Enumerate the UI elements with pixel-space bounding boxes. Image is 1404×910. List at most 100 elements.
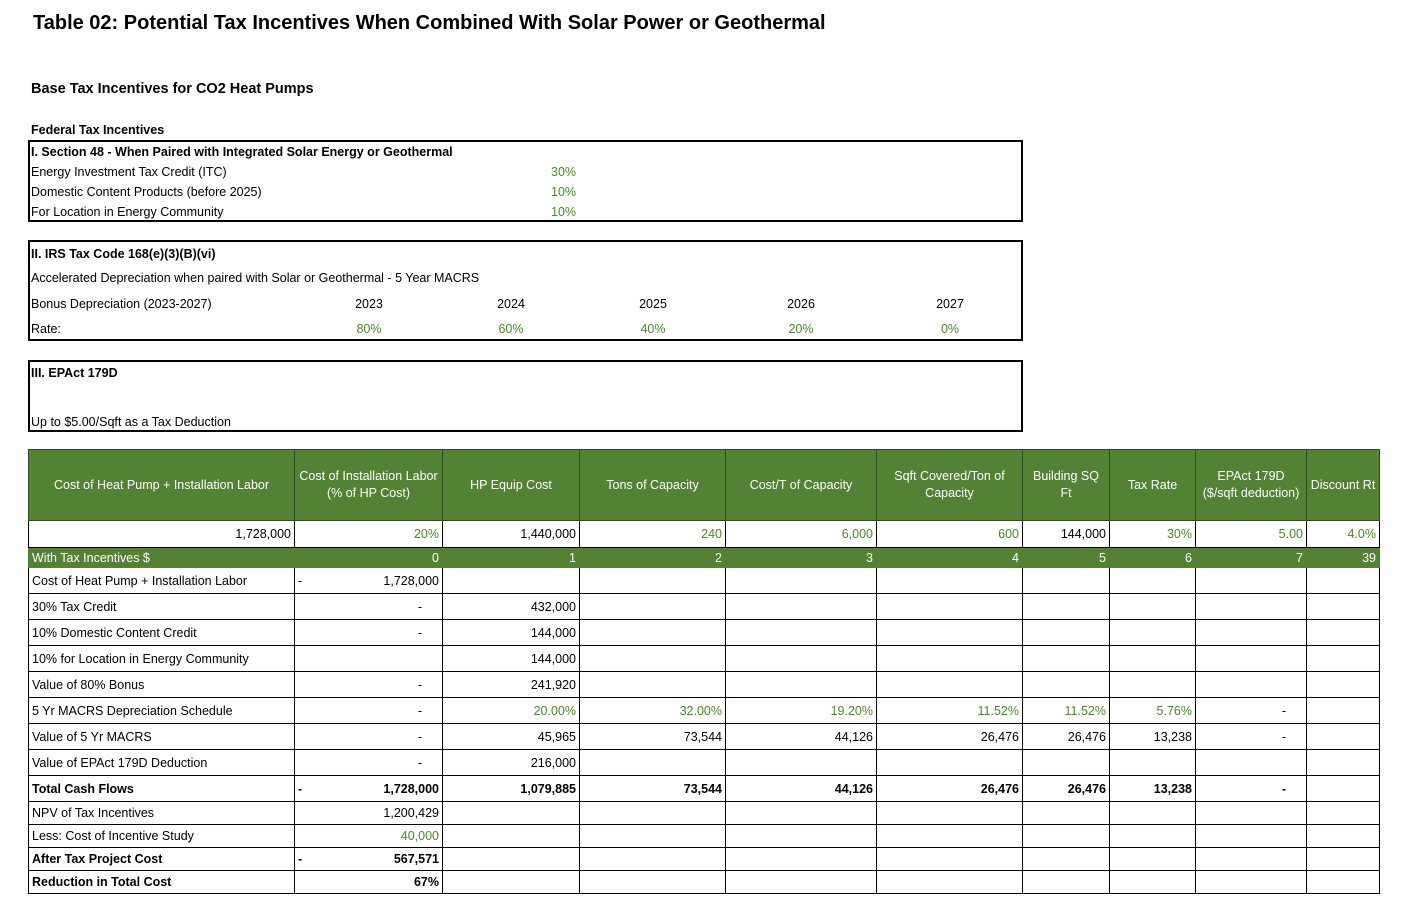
table-cell[interactable] (876, 567, 1023, 594)
table-cell[interactable] (1109, 593, 1196, 620)
table-cell[interactable]: 73,544 (579, 775, 726, 802)
table-cell[interactable] (1109, 824, 1196, 848)
table-cell[interactable] (1195, 870, 1307, 894)
table-cell[interactable] (1195, 671, 1307, 698)
table-cell[interactable]: 216,000 (442, 749, 580, 776)
table-cell[interactable] (1195, 824, 1307, 848)
table-cell[interactable]: 20.00% (442, 697, 580, 724)
table-cell[interactable]: -567,571 (294, 847, 443, 871)
table-cell[interactable] (1306, 801, 1380, 825)
table-cell[interactable]: - (294, 697, 443, 724)
table-cell[interactable]: 144,000 (442, 645, 580, 672)
table-cell[interactable] (1306, 567, 1380, 594)
table-cell[interactable] (1306, 619, 1380, 646)
table-cell[interactable] (725, 645, 877, 672)
table-cell[interactable]: 40,000 (294, 824, 443, 848)
table-cell[interactable] (876, 870, 1023, 894)
table-cell[interactable] (1109, 619, 1196, 646)
table-cell[interactable] (579, 870, 726, 894)
table-cell[interactable] (1109, 749, 1196, 776)
input-cell[interactable]: 600 (876, 520, 1023, 548)
table-cell[interactable] (579, 847, 726, 871)
input-cell[interactable]: 20% (294, 520, 443, 548)
table-cell[interactable] (1109, 870, 1196, 894)
input-cell[interactable]: 1,728,000 (28, 520, 295, 548)
table-cell[interactable] (725, 593, 877, 620)
input-cell[interactable]: 5.00 (1195, 520, 1307, 548)
table-cell[interactable]: 1,079,885 (442, 775, 580, 802)
table-cell[interactable]: 26,476 (876, 723, 1023, 750)
table-cell[interactable]: - (1195, 723, 1307, 750)
table-cell[interactable] (1109, 801, 1196, 825)
table-cell[interactable] (1306, 824, 1380, 848)
table-cell[interactable] (1109, 671, 1196, 698)
table-cell[interactable]: 67% (294, 870, 443, 894)
table-cell[interactable] (579, 567, 726, 594)
table-cell[interactable] (1306, 749, 1380, 776)
table-cell[interactable] (1195, 593, 1307, 620)
table-cell[interactable] (876, 824, 1023, 848)
table-cell[interactable] (1195, 619, 1307, 646)
table-cell[interactable] (442, 870, 580, 894)
table-cell[interactable] (442, 847, 580, 871)
table-cell[interactable] (442, 801, 580, 825)
table-cell[interactable] (1306, 645, 1380, 672)
table-cell[interactable] (1306, 671, 1380, 698)
table-cell[interactable] (1022, 593, 1110, 620)
input-cell[interactable]: 6,000 (725, 520, 877, 548)
table-cell[interactable] (579, 801, 726, 825)
table-cell[interactable] (876, 749, 1023, 776)
input-cell[interactable]: 144,000 (1022, 520, 1110, 548)
table-cell[interactable] (725, 847, 877, 871)
table-cell[interactable]: - (1195, 697, 1307, 724)
table-cell[interactable] (1109, 645, 1196, 672)
table-cell[interactable] (725, 671, 877, 698)
table-cell[interactable] (1022, 671, 1110, 698)
table-cell[interactable] (1306, 847, 1380, 871)
table-cell[interactable] (579, 619, 726, 646)
table-cell[interactable] (876, 593, 1023, 620)
table-cell[interactable] (579, 749, 726, 776)
table-cell[interactable] (876, 847, 1023, 871)
table-cell[interactable]: 11.52% (876, 697, 1023, 724)
table-cell[interactable] (1022, 824, 1110, 848)
table-cell[interactable]: 13,238 (1109, 723, 1196, 750)
table-cell[interactable] (1306, 775, 1380, 802)
table-cell[interactable] (876, 645, 1023, 672)
table-cell[interactable]: 26,476 (1022, 723, 1110, 750)
table-cell[interactable] (1195, 645, 1307, 672)
table-cell[interactable]: - (294, 749, 443, 776)
table-cell[interactable]: 19.20% (725, 697, 877, 724)
table-cell[interactable] (1195, 749, 1307, 776)
table-cell[interactable] (1022, 619, 1110, 646)
table-cell[interactable] (725, 749, 877, 776)
input-cell[interactable]: 1,440,000 (442, 520, 580, 548)
table-cell[interactable] (876, 801, 1023, 825)
table-cell[interactable] (1022, 749, 1110, 776)
input-cell[interactable]: 30% (1109, 520, 1196, 548)
table-cell[interactable] (442, 824, 580, 848)
table-cell[interactable] (725, 801, 877, 825)
table-cell[interactable] (1022, 847, 1110, 871)
table-cell[interactable] (725, 619, 877, 646)
table-cell[interactable]: 1,200,429 (294, 801, 443, 825)
table-cell[interactable]: - (294, 619, 443, 646)
table-cell[interactable]: 13,238 (1109, 775, 1196, 802)
table-cell[interactable]: - (294, 671, 443, 698)
table-cell[interactable] (1022, 801, 1110, 825)
table-cell[interactable]: 11.52% (1022, 697, 1110, 724)
table-cell[interactable] (1195, 801, 1307, 825)
table-cell[interactable]: 144,000 (442, 619, 580, 646)
table-cell[interactable]: -1,728,000 (294, 567, 443, 594)
table-cell[interactable] (1306, 723, 1380, 750)
table-cell[interactable] (1022, 567, 1110, 594)
table-cell[interactable]: 44,126 (725, 775, 877, 802)
table-cell[interactable] (442, 567, 580, 594)
table-cell[interactable]: - (1195, 775, 1307, 802)
table-cell[interactable] (1195, 567, 1307, 594)
table-cell[interactable]: 26,476 (876, 775, 1023, 802)
table-cell[interactable] (876, 671, 1023, 698)
table-cell[interactable] (725, 870, 877, 894)
table-cell[interactable] (1109, 567, 1196, 594)
table-cell[interactable] (1306, 593, 1380, 620)
